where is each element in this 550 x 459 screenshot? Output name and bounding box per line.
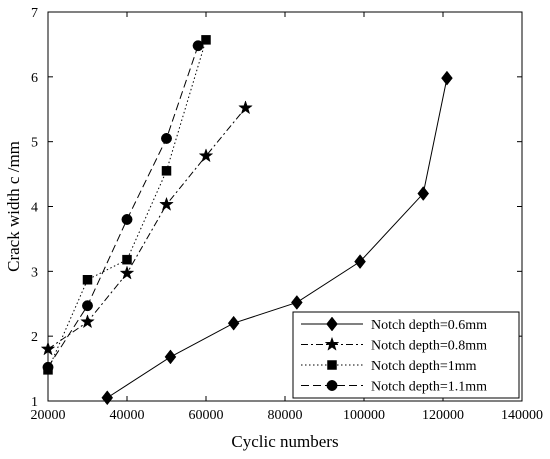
- tick-labels: 20000 40000 60000 80000 100000 120000 140000 1 2…: [31, 6, 544, 423]
- data-point-series-1: [227, 315, 240, 331]
- legend-label-3: Notch depth=1mm: [371, 359, 477, 374]
- data-point-series-2: [159, 196, 174, 211]
- data-point-series-4: [82, 300, 93, 312]
- x-tick-label: 120000: [422, 408, 464, 423]
- x-tick-label: 80000: [268, 408, 303, 423]
- data-point-series-1: [291, 295, 303, 310]
- data-point-series-1: [417, 186, 430, 201]
- y-axis-label: Crack width c /mm: [4, 141, 23, 272]
- data-point-series-2: [198, 148, 214, 163]
- data-point-series-1: [164, 349, 177, 365]
- data-point-series-4: [161, 132, 172, 144]
- legend-marker-3: [327, 360, 337, 370]
- legend-marker-4: [326, 380, 338, 391]
- y-tick-label: 3: [31, 265, 38, 280]
- legend-label-1: Notch depth=0.6mm: [371, 318, 487, 333]
- x-tick-label: 140000: [501, 408, 543, 423]
- y-tick-label: 4: [31, 201, 38, 216]
- x-tick-label: 60000: [189, 408, 224, 423]
- data-point-series-1: [441, 70, 453, 86]
- data-point-series-1: [101, 390, 114, 406]
- data-point-series-3: [122, 254, 132, 265]
- series-line-3: [47, 39, 207, 371]
- series-line-4: [47, 45, 199, 368]
- x-tick-label: 40000: [110, 408, 145, 423]
- y-tick-label: 5: [31, 136, 38, 151]
- data-point-series-1: [354, 254, 366, 270]
- y-tick-label: 6: [31, 71, 38, 86]
- legend-marker-2: [324, 336, 340, 351]
- x-axis-label: Cyclic numbers: [231, 432, 338, 451]
- data-point-series-2: [40, 341, 56, 356]
- data-point-series-2: [119, 265, 135, 280]
- data-point-series-3: [82, 275, 93, 285]
- legend-label-2: Notch depth=0.8mm: [371, 339, 487, 354]
- data-point-series-4: [42, 361, 54, 373]
- data-point-series-4: [192, 40, 204, 52]
- data-point-series-4: [121, 214, 133, 225]
- y-tick-label: 7: [31, 6, 38, 21]
- series-markers: [40, 35, 453, 406]
- y-tick-label: 1: [31, 395, 38, 410]
- series-line-2: [47, 107, 246, 350]
- x-tick-label: 20000: [31, 408, 66, 423]
- data-point-series-2: [238, 100, 253, 115]
- legend-label-4: Notch depth=1.1mm: [371, 380, 487, 395]
- data-point-series-2: [80, 314, 95, 329]
- plot-area: [40, 11, 523, 406]
- axis-ticks: [47, 11, 523, 402]
- x-tick-label: 100000: [343, 408, 385, 423]
- data-point-series-3: [201, 35, 211, 45]
- data-point-series-3: [161, 166, 172, 176]
- legend-marker-1: [326, 316, 338, 332]
- legend: Notch depth=0.6mm Notch depth=0.8mm Notch …: [292, 311, 520, 399]
- y-tick-label: 2: [31, 330, 38, 345]
